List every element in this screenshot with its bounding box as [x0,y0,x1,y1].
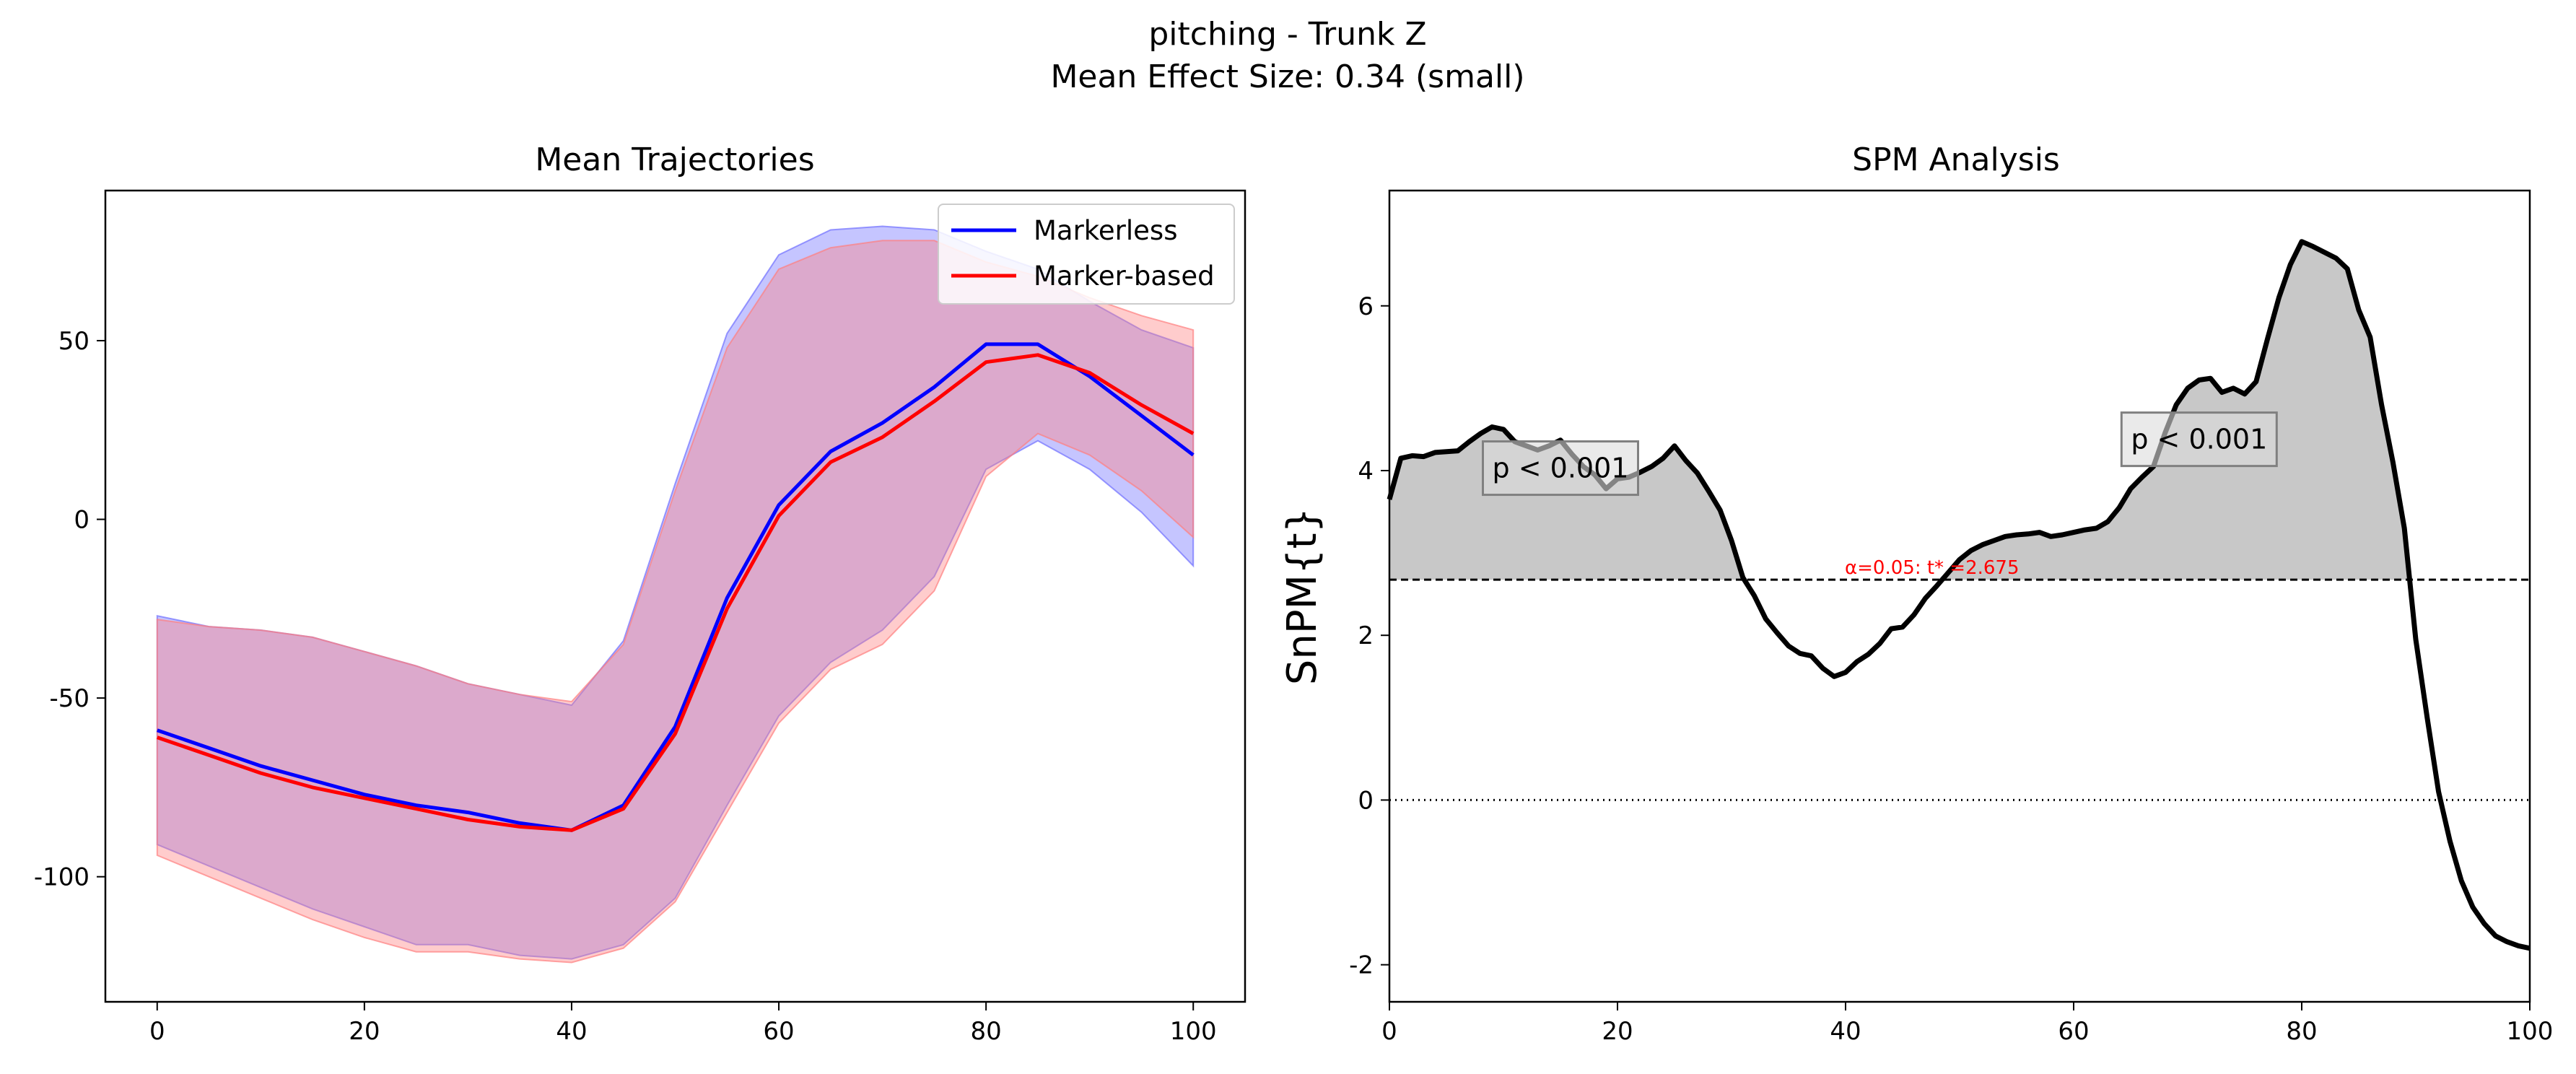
left-panel-title: Mean Trajectories [535,141,814,178]
y-tick-label: 2 [1358,621,1374,650]
legend: Markerless Marker-based [938,204,1235,305]
left-bands-group [156,225,1195,964]
x-tick-label: 60 [2058,1017,2089,1046]
pvalue-label: p < 0.001 [1493,453,1629,484]
right-panel-title: SPM Analysis [1852,141,2060,178]
series-markerless [156,342,1195,832]
threshold-label: α=0.05: t* =2.675 [1845,557,2020,579]
x-tick-label: 80 [2286,1017,2317,1046]
x-tick-label: 100 [1170,1017,1217,1046]
left-ticks-group: 0 20 40 60 80 100 -100 -50 0 50 [34,327,1217,1046]
x-tick-label: 40 [556,1017,587,1046]
y-tick-label: 6 [1358,292,1374,321]
reference-lines-group [1389,578,2530,801]
legend-markerless-label: Markerless [1034,215,1178,246]
y-tick-label: -50 [49,684,89,713]
cluster-pvalue-box: p < 0.001 [2120,411,2278,468]
x-tick-label: 0 [149,1017,165,1046]
right-axes-frame [1388,189,2531,1003]
mean-trajectories-panel: Mean Trajectories 0 20 40 60 80 100 -100 -50 0 50… [34,141,1246,1046]
figure-title-line1: pitching - Trunk Z [1148,16,1426,53]
spm-y-axis-label: SnPM{t} [1279,507,1326,685]
x-tick-label: 80 [971,1017,1002,1046]
left-lines-group [156,342,1195,832]
y-tick-label: 50 [58,327,89,356]
cluster-pvalue-box: p < 0.001 [1482,440,1639,497]
x-tick-label: 0 [1381,1017,1397,1046]
left-axes-frame [104,189,1246,1003]
spm-analysis-panel: SPM Analysis SnPM{t} 0 20 40 60 80 100-20246 … [1279,141,2553,1046]
x-tick-label: 20 [349,1017,380,1046]
pvalue-box-frame [2120,411,2278,468]
x-tick-label: 20 [1602,1017,1633,1046]
y-tick-label: -2 [1349,951,1374,980]
figure-title-line2: Mean Effect Size: 0.34 (small) [1050,58,1524,95]
series-marker-based [156,353,1195,832]
pvalue-label: p < 0.001 [2131,424,2267,455]
x-tick-label: 100 [2507,1017,2554,1046]
y-tick-label: 0 [74,506,89,535]
x-tick-label: 60 [763,1017,794,1046]
band-marker-based [156,240,1195,964]
pvalue-box-frame [1482,440,1639,497]
cluster-pvalue-boxes: p < 0.001 p < 0.001 [1482,411,2278,497]
x-tick-label: 40 [1830,1017,1861,1046]
right-ticks-group: 0 20 40 60 80 100 -2 0 2 4 6 [1349,292,2553,1046]
y-tick-label: 4 [1358,457,1374,486]
y-tick-label: 0 [1358,786,1374,815]
legend-marker-based-label: Marker-based [1034,261,1215,292]
y-tick-label: -100 [34,863,89,892]
